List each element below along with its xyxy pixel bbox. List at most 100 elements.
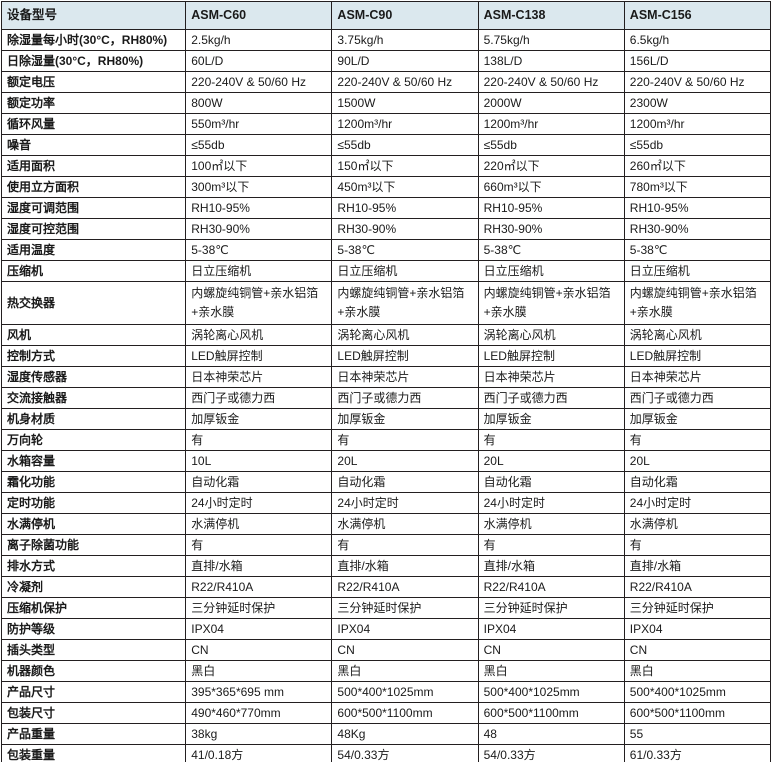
spec-value-cell: 138L/D: [477, 50, 625, 72]
spec-value-cell: 有: [331, 429, 479, 451]
spec-value-cell: R22/R410A: [623, 576, 772, 598]
spec-value-cell: 660m³以下: [477, 176, 625, 198]
row-label: 额定功率: [0, 92, 187, 114]
spec-value-cell: 有: [623, 534, 772, 556]
spec-value-cell: RH10-95%: [185, 197, 333, 219]
row-label: 离子除菌功能: [0, 534, 187, 556]
spec-value-cell: 395*365*695 mm: [185, 681, 333, 703]
spec-value-cell: 西门子或德力西: [331, 387, 479, 409]
table-row: 循环风量 550m³/hr 1200m³/hr 1200m³/hr 1200m³/hr: [0, 113, 772, 135]
table-row: 霜化功能 自动化霜 自动化霜 自动化霜 自动化霜: [0, 471, 772, 493]
spec-value-cell: 水满停机: [331, 513, 479, 535]
spec-value-cell: 有: [331, 534, 479, 556]
header-cell-model-2: ASM-C90: [331, 1, 479, 30]
spec-value-cell: RH30-90%: [477, 218, 625, 240]
spec-value-cell: 有: [185, 429, 333, 451]
spec-value-cell: 220-240V & 50/60 Hz: [331, 71, 479, 93]
spec-value-cell: 西门子或德力西: [623, 387, 772, 409]
row-label: 适用温度: [0, 239, 187, 261]
spec-value-cell: 三分钟延时保护: [477, 597, 625, 619]
row-label: 风机: [0, 324, 187, 346]
spec-value-cell: IPX04: [623, 618, 772, 640]
spec-value-cell: 涡轮离心风机: [623, 324, 772, 346]
row-label: 机器颜色: [0, 660, 187, 682]
spec-value-cell: 260㎡以下: [623, 155, 772, 177]
table-row: 防护等级 IPX04 IPX04 IPX04 IPX04: [0, 618, 772, 640]
row-label: 噪音: [0, 134, 187, 156]
spec-value-cell: 自动化霜: [185, 471, 333, 493]
spec-value-cell: 内螺旋纯铜管+亲水铝箔+亲水膜: [623, 281, 772, 325]
table-row: 产品重量 38kg 48Kg 48 55: [0, 723, 772, 745]
row-label: 插头类型: [0, 639, 187, 661]
spec-value-cell: 5-38℃: [185, 239, 333, 261]
spec-value-cell: 直排/水箱: [623, 555, 772, 577]
spec-value-cell: 5.75kg/h: [477, 29, 625, 51]
spec-value-cell: 90L/D: [331, 50, 479, 72]
table-header: 设备型号 ASM-C60 ASM-C90 ASM-C138 ASM-C156: [0, 1, 772, 30]
table-row: 冷凝剂 R22/R410A R22/R410A R22/R410A R22/R410A: [0, 576, 772, 598]
spec-value-cell: 有: [477, 429, 625, 451]
spec-value-cell: 55: [623, 723, 772, 745]
table-row: 日除湿量(30°C，RH80%) 60L/D 90L/D 138L/D 156L/D: [0, 50, 772, 72]
spec-value-cell: 780m³以下: [623, 176, 772, 198]
spec-value-cell: LED触屏控制: [331, 345, 479, 367]
table-row: 机身材质 加厚钣金 加厚钣金 加厚钣金 加厚钣金: [0, 408, 772, 430]
spec-value-cell: 300m³以下: [185, 176, 333, 198]
spec-value-cell: 156L/D: [623, 50, 772, 72]
spec-value-cell: 24小时定时: [185, 492, 333, 514]
spec-value-cell: 日立压缩机: [477, 260, 625, 282]
spec-value-cell: 直排/水箱: [477, 555, 625, 577]
row-label: 适用面积: [0, 155, 187, 177]
spec-value-cell: 水满停机: [623, 513, 772, 535]
row-label: 使用立方面积: [0, 176, 187, 198]
spec-value-cell: LED触屏控制: [185, 345, 333, 367]
spec-value-cell: 三分钟延时保护: [623, 597, 772, 619]
spec-value-cell: 日立压缩机: [331, 260, 479, 282]
spec-value-cell: ≤55db: [623, 134, 772, 156]
spec-value-cell: IPX04: [185, 618, 333, 640]
spec-value-cell: CN: [185, 639, 333, 661]
spec-value-cell: 61/0.33方: [623, 744, 772, 762]
spec-value-cell: 自动化霜: [477, 471, 625, 493]
table-row: 湿度传感器 日本神荣芯片 日本神荣芯片 日本神荣芯片 日本神荣芯片: [0, 366, 772, 388]
spec-value-cell: 黑白: [623, 660, 772, 682]
table-row: 除湿量每小时(30°C，RH80%) 2.5kg/h 3.75kg/h 5.75kg/…: [0, 29, 772, 51]
table-row: 额定功率 800W 1500W 2000W 2300W: [0, 92, 772, 114]
spec-value-cell: 有: [623, 429, 772, 451]
row-label: 湿度可调范围: [0, 197, 187, 219]
row-label: 日除湿量(30°C，RH80%): [0, 50, 187, 72]
table-row: 使用立方面积 300m³以下 450m³以下 660m³以下 780m³以下: [0, 176, 772, 198]
spec-value-cell: 涡轮离心风机: [185, 324, 333, 346]
table-row: 产品尺寸 395*365*695 mm 500*400*1025mm 500*400*…: [0, 681, 772, 703]
spec-value-cell: 2300W: [623, 92, 772, 114]
row-label: 包装重量: [0, 744, 187, 762]
row-label: 机身材质: [0, 408, 187, 430]
spec-value-cell: 24小时定时: [477, 492, 625, 514]
spec-value-cell: RH30-90%: [623, 218, 772, 240]
spec-value-cell: 水满停机: [477, 513, 625, 535]
row-label: 交流接触器: [0, 387, 187, 409]
spec-value-cell: 3.75kg/h: [331, 29, 479, 51]
spec-value-cell: 日立压缩机: [623, 260, 772, 282]
spec-value-cell: IPX04: [477, 618, 625, 640]
spec-value-cell: 6.5kg/h: [623, 29, 772, 51]
spec-value-cell: LED触屏控制: [623, 345, 772, 367]
table-row: 排水方式 直排/水箱 直排/水箱 直排/水箱 直排/水箱: [0, 555, 772, 577]
spec-value-cell: 600*500*1100mm: [623, 702, 772, 724]
row-label: 额定电压: [0, 71, 187, 93]
spec-value-cell: 日本神荣芯片: [185, 366, 333, 388]
spec-value-cell: 直排/水箱: [185, 555, 333, 577]
row-label: 产品尺寸: [0, 681, 187, 703]
spec-value-cell: 220-240V & 50/60 Hz: [185, 71, 333, 93]
spec-value-cell: 550m³/hr: [185, 113, 333, 135]
spec-value-cell: 2000W: [477, 92, 625, 114]
spec-value-cell: 600*500*1100mm: [477, 702, 625, 724]
spec-value-cell: 54/0.33方: [477, 744, 625, 762]
spec-value-cell: 三分钟延时保护: [331, 597, 479, 619]
spec-value-cell: 220-240V & 50/60 Hz: [623, 71, 772, 93]
table-row: 压缩机保护 三分钟延时保护 三分钟延时保护 三分钟延时保护 三分钟延时保护: [0, 597, 772, 619]
table-row: 离子除菌功能有有有有: [0, 534, 772, 556]
table-row: 额定电压 220-240V & 50/60 Hz 220-240V & 50/60 …: [0, 71, 772, 93]
spec-value-cell: 水满停机: [185, 513, 333, 535]
